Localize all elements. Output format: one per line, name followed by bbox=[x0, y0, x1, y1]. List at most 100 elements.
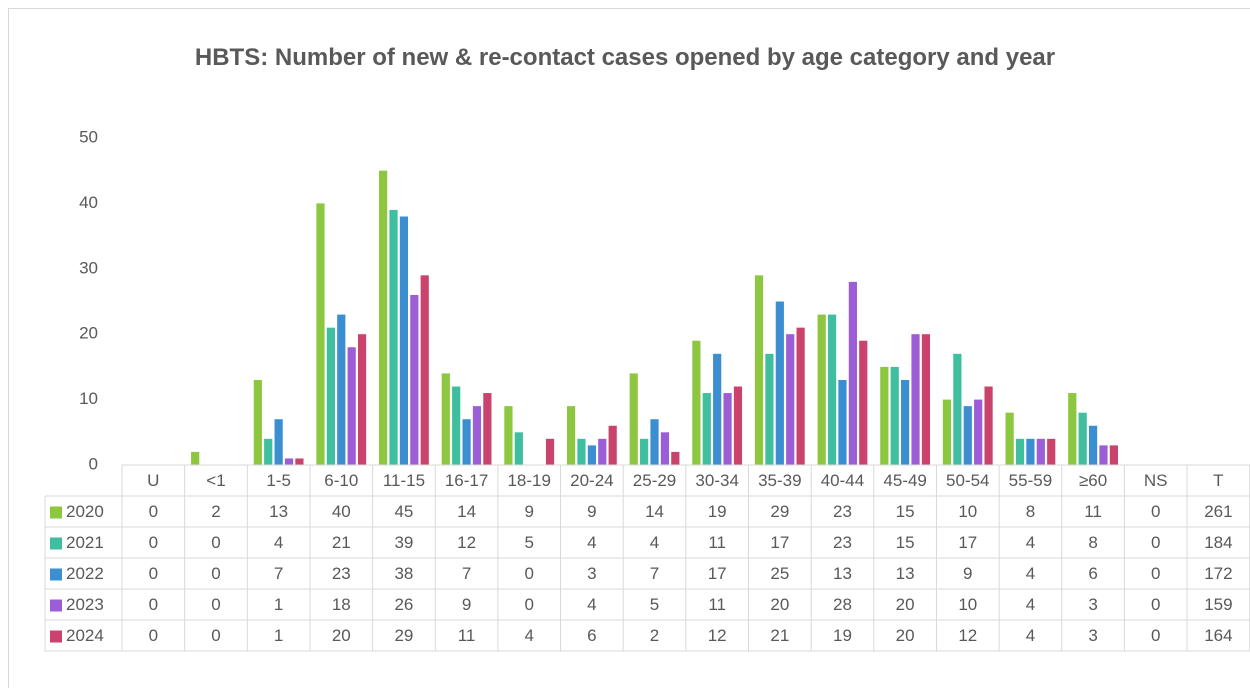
table-cell: 5 bbox=[524, 533, 533, 552]
table-cell: 13 bbox=[833, 564, 852, 583]
table-cell: 20 bbox=[770, 595, 789, 614]
bar bbox=[379, 170, 388, 465]
bar bbox=[901, 379, 910, 465]
x-tick-label: NS bbox=[1144, 471, 1168, 490]
y-tick-label: 40 bbox=[79, 193, 98, 212]
bar bbox=[890, 366, 899, 465]
table-cell: 21 bbox=[770, 626, 789, 645]
table-cell: 7 bbox=[274, 564, 283, 583]
legend-swatch bbox=[50, 630, 62, 643]
table-cell: 23 bbox=[833, 533, 852, 552]
bar bbox=[838, 379, 847, 465]
table-cell: 28 bbox=[833, 595, 852, 614]
table-total: 172 bbox=[1204, 564, 1232, 583]
table-cell: 4 bbox=[1026, 626, 1035, 645]
table-cell: 39 bbox=[394, 533, 413, 552]
bar bbox=[598, 438, 607, 465]
legend-label: 2021 bbox=[66, 533, 104, 552]
table-cell: 19 bbox=[833, 626, 852, 645]
table-cell: 29 bbox=[770, 502, 789, 521]
bar bbox=[1015, 438, 1025, 465]
bar bbox=[274, 419, 283, 465]
table-cell: 4 bbox=[650, 533, 659, 552]
legend-label: 2020 bbox=[66, 502, 104, 521]
table-cell: 4 bbox=[587, 595, 596, 614]
x-tick-label: 20-24 bbox=[570, 471, 613, 490]
bar bbox=[264, 438, 273, 465]
bar bbox=[545, 438, 555, 465]
table-cell: 4 bbox=[524, 626, 533, 645]
table-cell: 23 bbox=[833, 502, 852, 521]
bar bbox=[817, 314, 826, 465]
bar bbox=[650, 419, 659, 465]
table-cell: 0 bbox=[1151, 564, 1160, 583]
legend-label: 2022 bbox=[66, 564, 104, 583]
table-cell: 12 bbox=[457, 533, 476, 552]
table-cell: 14 bbox=[645, 502, 664, 521]
table-cell: 9 bbox=[963, 564, 972, 583]
x-tick-label: 35-39 bbox=[758, 471, 801, 490]
table-cell: 38 bbox=[394, 564, 413, 583]
x-tick-label: 1-5 bbox=[266, 471, 291, 490]
bar bbox=[671, 451, 680, 465]
bar bbox=[786, 334, 795, 465]
x-tick-label: 45-49 bbox=[883, 471, 926, 490]
y-tick-label: 10 bbox=[79, 389, 98, 408]
table-cell: 7 bbox=[462, 564, 471, 583]
table-cell: 13 bbox=[896, 564, 915, 583]
table-cell: 8 bbox=[1088, 533, 1097, 552]
table-cell: 9 bbox=[462, 595, 471, 614]
table-cell: 23 bbox=[332, 564, 351, 583]
table-cell: 18 bbox=[332, 595, 351, 614]
table-cell: 20 bbox=[332, 626, 351, 645]
bar bbox=[796, 327, 805, 465]
table-cell: 0 bbox=[524, 564, 533, 583]
chart-border bbox=[8, 8, 1250, 688]
bar bbox=[410, 294, 419, 465]
bar bbox=[472, 406, 482, 465]
bar bbox=[441, 373, 450, 465]
table-cell: 2 bbox=[211, 502, 220, 521]
bar bbox=[733, 386, 743, 465]
table-cell: 5 bbox=[650, 595, 659, 614]
table-cell: 3 bbox=[1088, 595, 1097, 614]
y-tick-label: 50 bbox=[79, 127, 98, 146]
x-tick-label: 16-17 bbox=[445, 471, 488, 490]
table-cell: 4 bbox=[1026, 595, 1035, 614]
table-total: 159 bbox=[1204, 595, 1232, 614]
bar bbox=[347, 347, 356, 465]
bar bbox=[1109, 445, 1118, 465]
table-cell: 20 bbox=[896, 626, 915, 645]
bar bbox=[713, 353, 722, 465]
table-cell: 0 bbox=[211, 564, 220, 583]
legend-swatch bbox=[50, 599, 62, 612]
bar bbox=[963, 406, 972, 465]
bar bbox=[1036, 438, 1045, 465]
table-cell: 11 bbox=[1084, 502, 1102, 521]
table-cell: 17 bbox=[708, 564, 727, 583]
table-cell: 7 bbox=[650, 564, 659, 583]
bar bbox=[284, 458, 294, 465]
table-cell: 8 bbox=[1026, 502, 1035, 521]
bar bbox=[1078, 412, 1087, 465]
bar bbox=[452, 386, 461, 465]
bar bbox=[775, 301, 784, 465]
table-cell: 0 bbox=[149, 564, 158, 583]
x-tick-label: 11-15 bbox=[383, 471, 425, 490]
y-tick-label: 20 bbox=[79, 324, 98, 343]
table-cell: 6 bbox=[1088, 564, 1097, 583]
table-cell: 0 bbox=[149, 533, 158, 552]
table-cell: 14 bbox=[457, 502, 476, 521]
table-cell: 0 bbox=[211, 626, 220, 645]
table-total: 261 bbox=[1204, 502, 1232, 521]
table-cell: 0 bbox=[1151, 595, 1160, 614]
x-tick-label: 6-10 bbox=[324, 471, 358, 490]
table-cell: 11 bbox=[458, 626, 476, 645]
bar bbox=[316, 203, 325, 465]
bar bbox=[566, 406, 576, 465]
table-cell: 19 bbox=[708, 502, 727, 521]
bar bbox=[629, 373, 638, 465]
bar bbox=[921, 334, 931, 465]
